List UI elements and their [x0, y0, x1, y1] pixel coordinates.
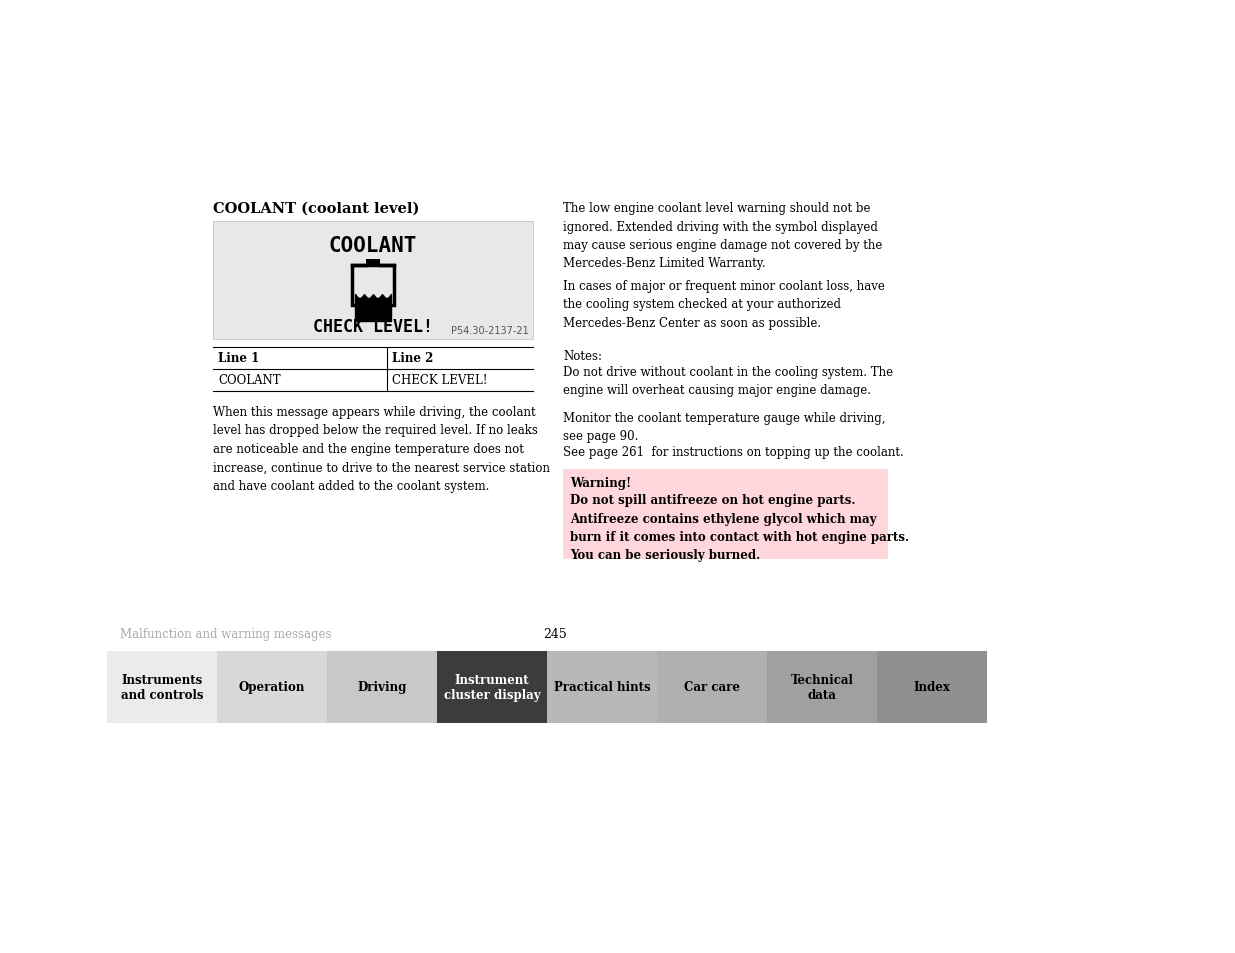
Text: Instrument
cluster display: Instrument cluster display — [443, 673, 541, 701]
Bar — [547, 651, 657, 723]
Text: 245: 245 — [543, 627, 567, 640]
Text: Driving: Driving — [357, 680, 406, 694]
Text: Instruments
and controls: Instruments and controls — [121, 673, 204, 701]
Bar — [217, 651, 327, 723]
Bar — [352, 266, 394, 306]
Text: Operation: Operation — [238, 680, 305, 694]
Text: Warning!: Warning! — [571, 476, 631, 490]
Text: Line 1: Line 1 — [219, 352, 259, 365]
Bar — [107, 651, 217, 723]
Bar — [657, 651, 767, 723]
Text: CHECK LEVEL!: CHECK LEVEL! — [393, 374, 488, 387]
Text: COOLANT: COOLANT — [219, 374, 280, 387]
Bar — [767, 651, 877, 723]
Text: Technical
data: Technical data — [790, 673, 853, 701]
Text: COOLANT (coolant level): COOLANT (coolant level) — [212, 202, 420, 215]
Text: Index: Index — [914, 680, 951, 694]
Text: P54.30-2137-21: P54.30-2137-21 — [451, 326, 529, 335]
Text: Malfunction and warning messages: Malfunction and warning messages — [120, 627, 331, 640]
Text: The low engine coolant level warning should not be
ignored. Extended driving wit: The low engine coolant level warning sho… — [563, 202, 882, 271]
Bar — [437, 651, 547, 723]
Bar — [327, 651, 437, 723]
Text: CHECK LEVEL!: CHECK LEVEL! — [312, 317, 433, 335]
Bar — [877, 651, 987, 723]
Text: Notes:: Notes: — [563, 350, 601, 363]
Text: When this message appears while driving, the coolant
level has dropped below the: When this message appears while driving,… — [212, 406, 550, 493]
Text: Line 2: Line 2 — [393, 352, 433, 365]
Bar — [563, 470, 888, 559]
Bar — [212, 222, 534, 339]
Text: Car care: Car care — [684, 680, 740, 694]
Text: See page 261  for instructions on topping up the coolant.: See page 261 for instructions on topping… — [563, 446, 904, 458]
Text: Do not spill antifreeze on hot engine parts.
Antifreeze contains ethylene glycol: Do not spill antifreeze on hot engine pa… — [571, 494, 909, 562]
Bar — [366, 260, 380, 267]
Text: Monitor the coolant temperature gauge while driving,
see page 90.: Monitor the coolant temperature gauge wh… — [563, 412, 885, 443]
Text: Practical hints: Practical hints — [553, 680, 651, 694]
Text: COOLANT: COOLANT — [329, 235, 417, 255]
Text: In cases of major or frequent minor coolant loss, have
the cooling system checke: In cases of major or frequent minor cool… — [563, 280, 884, 330]
Text: Do not drive without coolant in the cooling system. The
engine will overheat cau: Do not drive without coolant in the cool… — [563, 366, 893, 397]
